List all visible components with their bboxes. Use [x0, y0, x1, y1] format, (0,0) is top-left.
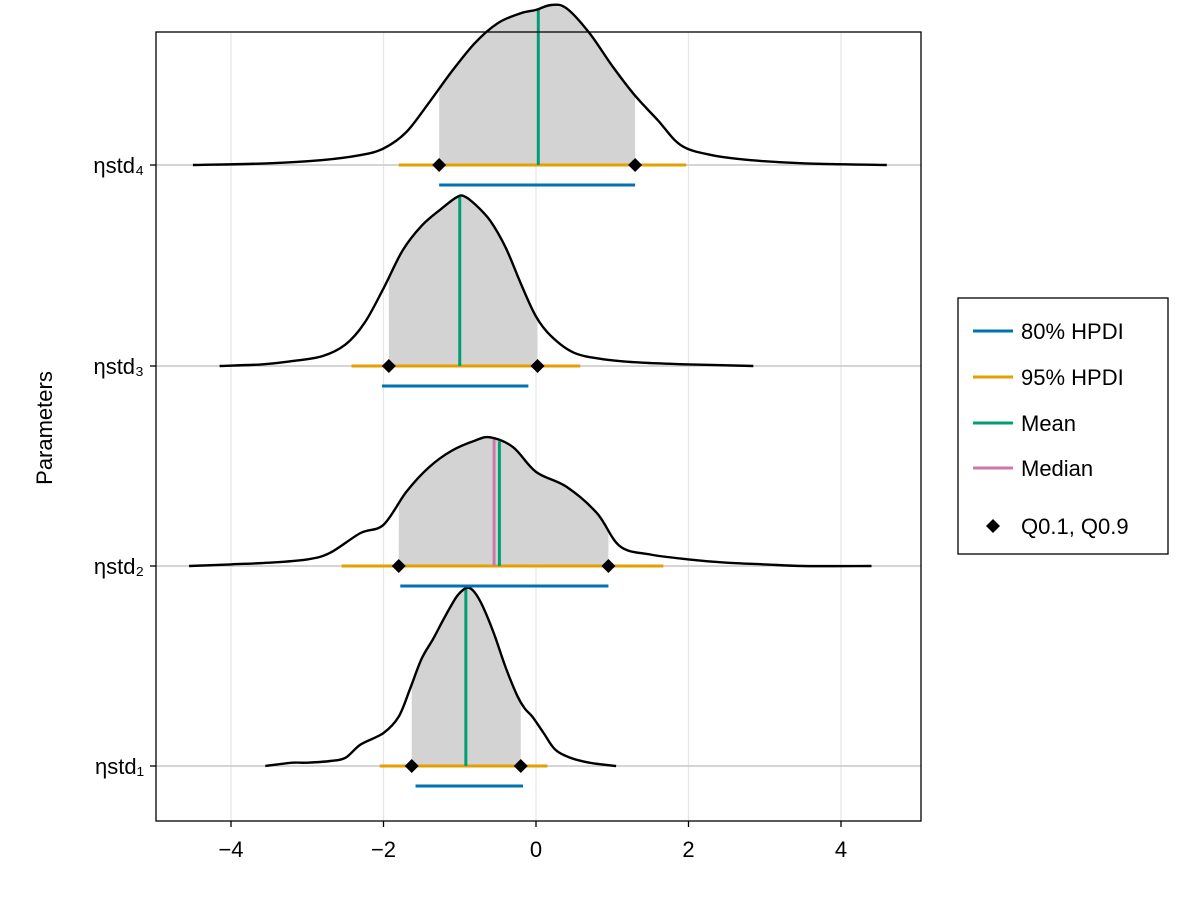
ridge-4	[192, 3, 887, 187]
legend-box	[957, 297, 1169, 555]
ridge-3	[219, 194, 754, 388]
density-fill	[398, 437, 609, 566]
density-fill	[388, 196, 538, 366]
quantile-marker	[513, 759, 528, 773]
legend-label-hpdi95: 95% HPDI	[1021, 365, 1124, 390]
y-tick-label: ηstd₂	[94, 554, 144, 579]
x-tick-label: −2	[371, 837, 396, 862]
legend-swatch-quantiles	[986, 519, 1000, 533]
x-tick-label: −4	[218, 837, 243, 862]
quantile-marker	[391, 559, 406, 573]
ridge-layer	[189, 3, 887, 788]
density-curve	[219, 194, 754, 368]
x-tick-label: 4	[835, 837, 847, 862]
y-tick-label: ηstd₃	[93, 354, 144, 379]
plot-frame	[155, 31, 922, 822]
axis-layer: −4 −2 0 2 4 ηstd₁ ηstd₂ ηstd₃ ηstd₄	[93, 153, 847, 862]
quantile-marker	[404, 759, 419, 773]
density-curve	[189, 435, 872, 568]
legend: 80% HPDI 95% HPDI Mean Median Q0.1, Q0.9	[957, 297, 1169, 555]
legend-label-mean: Mean	[1021, 411, 1076, 436]
legend-label-quantiles: Q0.1, Q0.9	[1021, 514, 1129, 539]
x-tick-label: 0	[530, 837, 542, 862]
legend-label-hpdi80: 80% HPDI	[1021, 319, 1124, 344]
quantile-marker	[628, 158, 643, 172]
quantile-marker	[381, 359, 396, 373]
quantile-marker	[432, 158, 447, 172]
y-tick-label: ηstd₁	[95, 754, 144, 779]
density-curve	[265, 586, 617, 768]
y-tick-label: ηstd₄	[93, 153, 144, 178]
y-axis-label: Parameters	[32, 371, 57, 485]
legend-label-median: Median	[1021, 456, 1093, 481]
ridge-1	[265, 586, 617, 788]
density-curve	[192, 3, 887, 167]
quantile-marker	[530, 359, 545, 373]
x-tick-label: 2	[682, 837, 694, 862]
quantile-marker	[601, 559, 616, 573]
ridge-2	[189, 435, 872, 588]
